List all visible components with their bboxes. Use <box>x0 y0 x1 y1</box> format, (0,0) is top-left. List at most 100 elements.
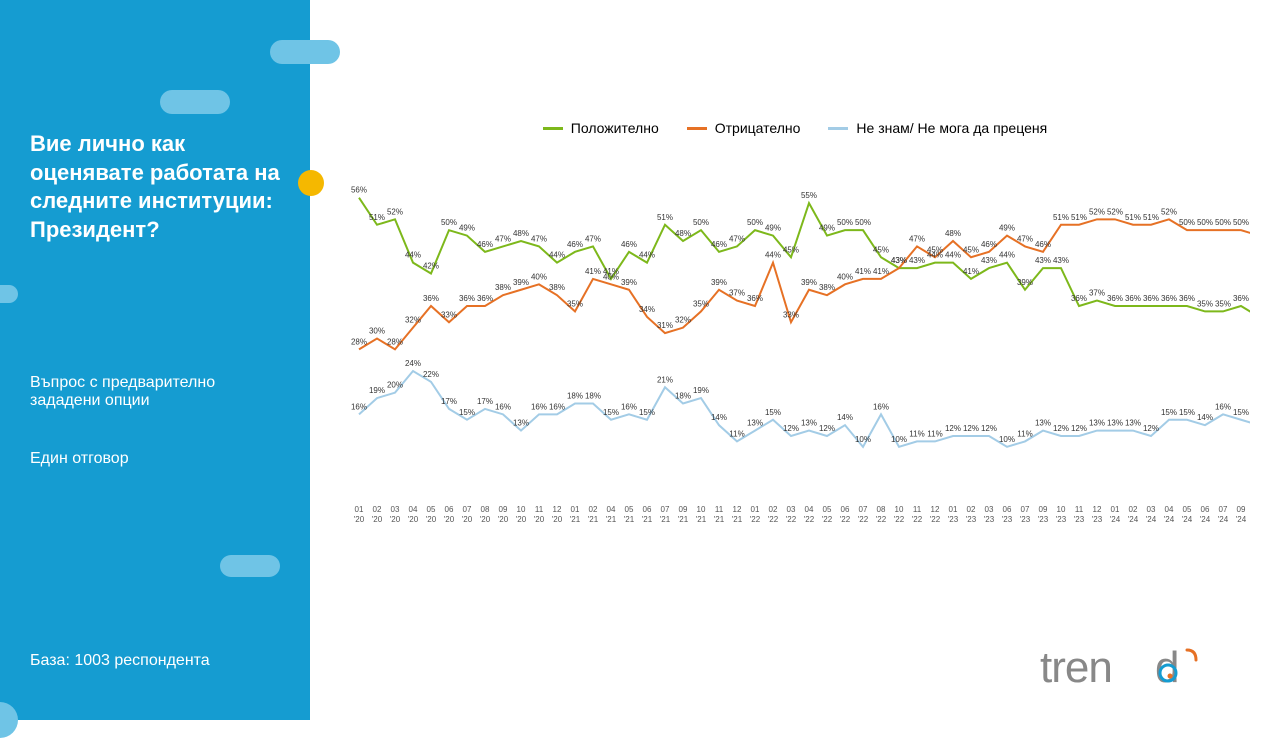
svg-text:47%: 47% <box>531 234 547 243</box>
svg-text:37%: 37% <box>729 289 745 298</box>
svg-text:11%: 11% <box>1017 429 1032 438</box>
decor-pill <box>160 90 230 114</box>
svg-text:36%: 36% <box>459 294 475 303</box>
svg-text:55%: 55% <box>801 191 817 200</box>
svg-text:15%: 15% <box>459 408 475 417</box>
svg-text:43%: 43% <box>1053 256 1069 265</box>
svg-text:36%: 36% <box>1107 294 1123 303</box>
svg-text:39%: 39% <box>621 278 637 287</box>
svg-text:42%: 42% <box>423 262 439 271</box>
svg-text:11%: 11% <box>729 429 744 438</box>
svg-text:14%: 14% <box>837 413 853 422</box>
svg-text:35%: 35% <box>1215 299 1231 308</box>
main-content: Положително Отрицателно Не знам/ Не мога… <box>310 0 1280 720</box>
svg-text:39%: 39% <box>801 278 817 287</box>
svg-text:48%: 48% <box>945 229 961 238</box>
svg-text:50%: 50% <box>1233 218 1249 227</box>
svg-text:39%: 39% <box>711 278 727 287</box>
svg-text:19%: 19% <box>369 386 385 395</box>
svg-text:45%: 45% <box>963 245 979 254</box>
svg-text:16%: 16% <box>621 402 637 411</box>
svg-text:50%: 50% <box>855 218 871 227</box>
svg-text:52%: 52% <box>1089 207 1105 216</box>
question-type: Въпрос с предварително зададени опции <box>30 374 280 410</box>
svg-text:12%: 12% <box>963 424 979 433</box>
svg-text:11%: 11% <box>909 429 924 438</box>
svg-text:40%: 40% <box>837 272 853 281</box>
svg-text:12%: 12% <box>1143 424 1159 433</box>
svg-text:16%: 16% <box>873 402 889 411</box>
legend-label: Положително <box>571 120 659 136</box>
svg-text:12%: 12% <box>1053 424 1069 433</box>
svg-text:36%: 36% <box>1143 294 1159 303</box>
svg-text:43%: 43% <box>891 256 907 265</box>
chart-svg: 56%51%52%44%42%50%49%46%47%48%47%44%46%4… <box>350 176 1250 501</box>
answer-mode: Един отговор <box>30 450 280 468</box>
svg-text:48%: 48% <box>513 229 529 238</box>
question-title: Вие лично как оценявате работата на след… <box>30 130 280 244</box>
svg-text:38%: 38% <box>495 283 511 292</box>
svg-text:44%: 44% <box>639 251 655 260</box>
svg-text:51%: 51% <box>1143 213 1159 222</box>
svg-text:50%: 50% <box>1215 218 1231 227</box>
svg-text:50%: 50% <box>693 218 709 227</box>
svg-text:13%: 13% <box>1035 419 1051 428</box>
svg-text:35%: 35% <box>567 299 583 308</box>
svg-text:46%: 46% <box>567 240 583 249</box>
svg-text:36%: 36% <box>1233 294 1249 303</box>
svg-text:13%: 13% <box>513 419 529 428</box>
svg-text:47%: 47% <box>729 234 745 243</box>
decor-circle <box>0 702 18 738</box>
svg-text:46%: 46% <box>477 240 493 249</box>
svg-text:18%: 18% <box>585 392 601 401</box>
svg-text:47%: 47% <box>909 234 925 243</box>
trend-logo: tren d <box>1040 642 1240 694</box>
svg-text:52%: 52% <box>387 207 403 216</box>
svg-text:50%: 50% <box>1197 218 1213 227</box>
svg-text:13%: 13% <box>1125 419 1141 428</box>
svg-text:44%: 44% <box>999 251 1015 260</box>
svg-text:19%: 19% <box>693 386 709 395</box>
svg-text:51%: 51% <box>657 213 673 222</box>
legend-label: Не знам/ Не мога да преценя <box>856 120 1047 136</box>
svg-text:13%: 13% <box>747 419 763 428</box>
svg-text:24%: 24% <box>405 359 421 368</box>
svg-text:13%: 13% <box>801 419 817 428</box>
svg-text:44%: 44% <box>945 251 961 260</box>
svg-text:tren: tren <box>1040 643 1112 692</box>
svg-text:50%: 50% <box>441 218 457 227</box>
svg-text:51%: 51% <box>369 213 385 222</box>
svg-text:49%: 49% <box>819 224 835 233</box>
svg-text:15%: 15% <box>1179 408 1195 417</box>
base-count: База: 1003 респондента <box>30 652 210 670</box>
svg-text:20%: 20% <box>387 381 403 390</box>
legend-label: Отрицателно <box>715 120 801 136</box>
svg-text:45%: 45% <box>783 245 799 254</box>
svg-text:17%: 17% <box>441 397 457 406</box>
svg-text:16%: 16% <box>495 402 511 411</box>
legend-positive: Положително <box>543 120 659 136</box>
svg-text:12%: 12% <box>945 424 961 433</box>
svg-text:48%: 48% <box>675 229 691 238</box>
decor-pill <box>0 285 18 303</box>
svg-text:10%: 10% <box>999 435 1015 444</box>
svg-text:39%: 39% <box>1017 278 1033 287</box>
svg-text:10%: 10% <box>855 435 871 444</box>
legend-swatch <box>828 127 848 130</box>
svg-text:36%: 36% <box>1071 294 1087 303</box>
svg-text:38%: 38% <box>549 283 565 292</box>
svg-text:38%: 38% <box>819 283 835 292</box>
svg-text:49%: 49% <box>459 224 475 233</box>
svg-text:12%: 12% <box>981 424 997 433</box>
svg-text:49%: 49% <box>765 224 781 233</box>
svg-text:36%: 36% <box>747 294 763 303</box>
svg-text:50%: 50% <box>747 218 763 227</box>
svg-text:14%: 14% <box>711 413 727 422</box>
svg-text:15%: 15% <box>1161 408 1177 417</box>
svg-text:14%: 14% <box>1197 413 1213 422</box>
svg-text:51%: 51% <box>1125 213 1141 222</box>
svg-text:13%: 13% <box>1107 419 1123 428</box>
svg-text:16%: 16% <box>351 402 367 411</box>
svg-text:22%: 22% <box>423 370 439 379</box>
sidebar: Вие лично как оценявате работата на след… <box>0 0 310 720</box>
